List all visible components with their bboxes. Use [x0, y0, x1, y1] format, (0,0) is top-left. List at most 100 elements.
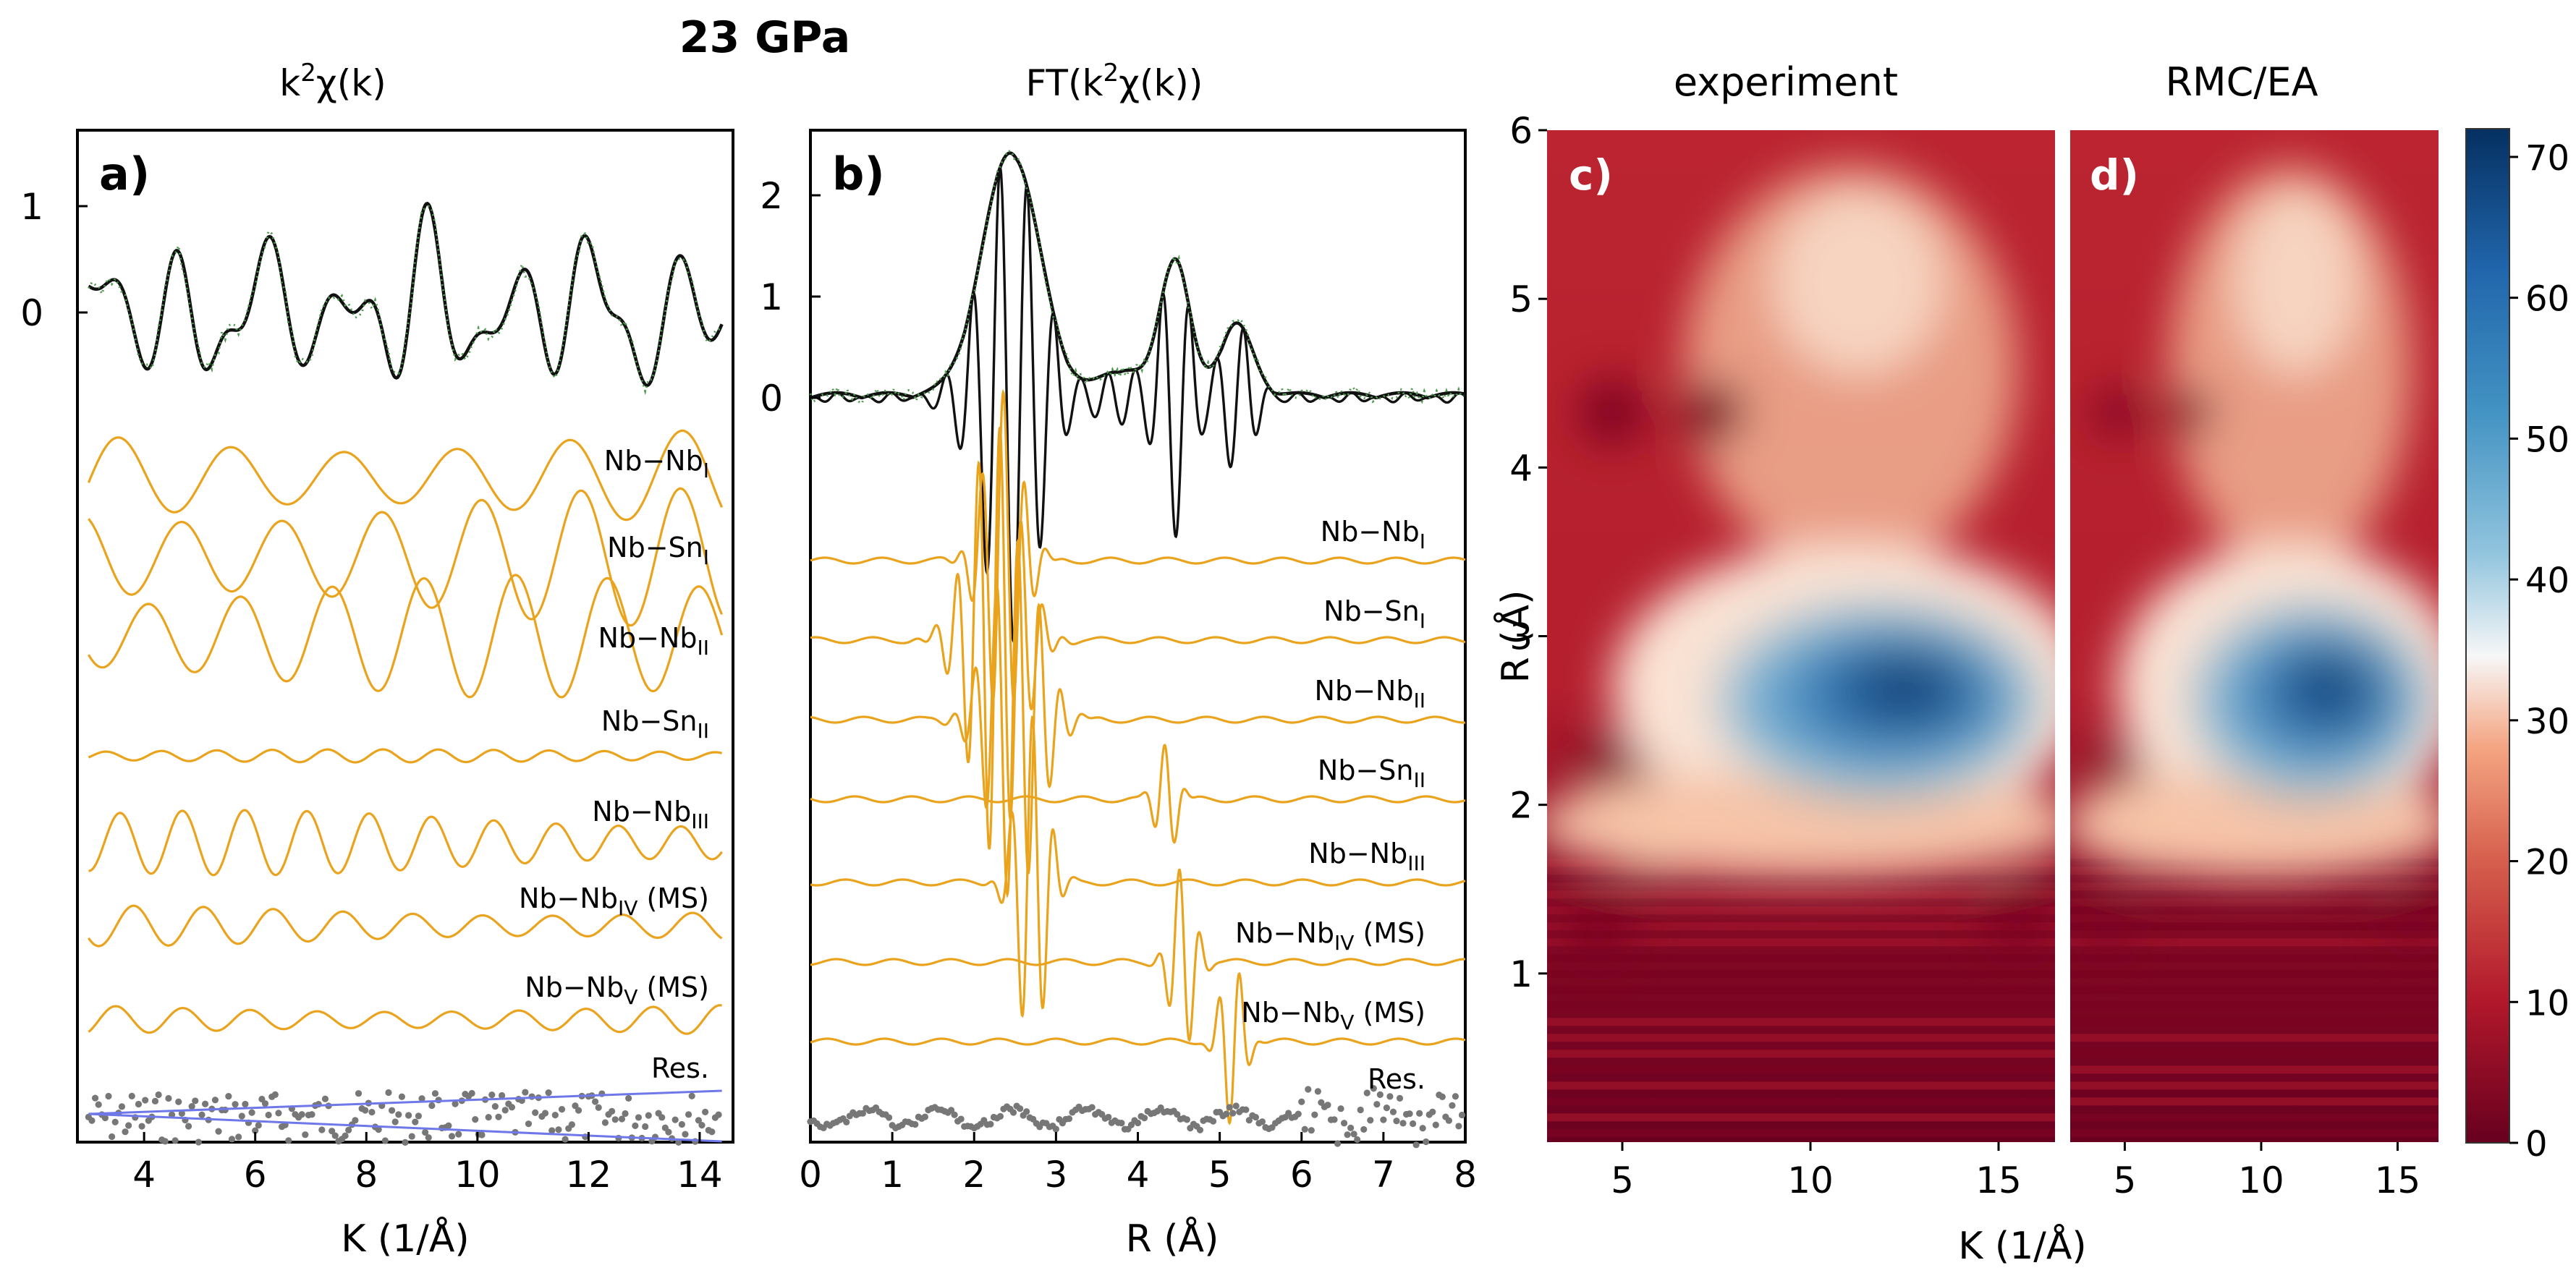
panel-a-residual-point: [452, 1100, 459, 1107]
panel-b-residual-point: [1331, 1116, 1338, 1123]
panel-a-residual-bound: [88, 1112, 722, 1143]
panel-b-residual-point: [1305, 1086, 1312, 1093]
panel-c-heatmap-stripe: [1547, 890, 2055, 899]
panel-a-component-curve: [88, 748, 723, 764]
panel-a-residual-point: [522, 1089, 529, 1096]
panel-b-residual-point: [1429, 1108, 1436, 1115]
panel-d-heatmap-dark-spot: [2167, 388, 2215, 436]
panel-b-residual-point: [1118, 1120, 1125, 1127]
panel-c-heatmap-dark-spot: [1985, 886, 2050, 951]
panel-c-y-tick-label: 3: [1509, 616, 1533, 658]
panel-a-y-ticks: 10: [20, 186, 88, 334]
panel-a-residual-point: [532, 1109, 539, 1116]
panel-a-residual-point: [188, 1103, 195, 1110]
panel-a-fit-line: [88, 201, 724, 388]
panel-c-heatmap-dark-spot: [1681, 380, 1746, 445]
panel-b-residual-point: [859, 1110, 866, 1117]
panel-b-residual-point: [1354, 1136, 1361, 1144]
panel-a-x-tick-label: 14: [677, 1154, 723, 1196]
panel-b-series-labels: Nb−NbI Nb−SnI Nb−NbII Nb−SnII Nb−NbIII Nb−NbI…: [1235, 516, 1425, 1034]
panel-b-title: FT(k2χ(k)): [1026, 59, 1203, 104]
panel-d-heatmap-stripe: [2070, 1065, 2439, 1074]
panel-c-heatmap-stripe: [1547, 922, 2055, 931]
panel-b-residual-point: [1017, 1105, 1024, 1112]
panel-b-residual-point: [1367, 1117, 1374, 1124]
panel-d-heatmap-stripe: [2070, 1097, 2439, 1106]
panel-a-residual-point: [331, 1132, 339, 1139]
panel-b-residual-point: [1419, 1125, 1426, 1132]
panel-b-residual-point: [1009, 1109, 1017, 1116]
panel-a-residual-point: [682, 1131, 689, 1138]
panel-b-residual-point: [1452, 1093, 1459, 1100]
panel-d-heatmap-stripe: [2070, 890, 2439, 899]
panel-c-heatmap-blue-core: [1847, 655, 1963, 720]
panel-c-heatmap-stripe: [1547, 986, 2055, 995]
panel-a-residual-point: [211, 1097, 219, 1104]
panel-b-residual-point: [1423, 1138, 1430, 1146]
panel-a-residual-point: [91, 1094, 99, 1102]
panel-b-residual-point: [1386, 1093, 1394, 1100]
panel-c-heatmap: [1547, 130, 2055, 1142]
panel-a-residual-point: [625, 1094, 632, 1102]
panel-a-residual-point: [355, 1090, 363, 1097]
panel-c-x-tick-label: 10: [1787, 1159, 1834, 1201]
panel-d-x-ticks: 5 10 15: [2114, 1142, 2420, 1201]
panel-a-residual-point: [665, 1128, 672, 1136]
panel-d-heatmap-stripe: [2070, 1050, 2439, 1058]
panel-b-residual-point: [912, 1120, 919, 1128]
panel-c-ylabel: R (Å): [1493, 590, 1538, 684]
panel-a-residual-point: [109, 1133, 116, 1141]
panel-b-series-label: Nb−NbV (MS): [1241, 997, 1425, 1034]
panel-d-heatmap-stripe: [2070, 906, 2439, 915]
panel-a-residual-point: [308, 1111, 315, 1118]
panel-a-residual-point: [95, 1101, 102, 1108]
panel-a-residual-point: [468, 1089, 475, 1097]
panel-b-residual-point: [1383, 1104, 1390, 1112]
panel-a-x-tick-label: 4: [132, 1154, 156, 1196]
panel-a-residual-point: [472, 1115, 479, 1123]
panel-a-residual-point: [135, 1100, 143, 1108]
panel-a-residual-point: [388, 1107, 396, 1114]
panel-a-residual-point: [645, 1112, 652, 1119]
panel-a-x-tick-label: 10: [454, 1154, 501, 1196]
panel-a-residual-point: [658, 1114, 666, 1121]
panel-b-data-points: [809, 150, 1464, 405]
panel-b-magnitude-line: [810, 151, 1466, 400]
panel-c-y-tick-label: 2: [1509, 785, 1533, 827]
panel-d-heatmap-dark-spot: [2387, 895, 2435, 942]
panel-c-heatmap-stripe: [1547, 1018, 2055, 1026]
panel-b-residual-point: [1052, 1125, 1059, 1133]
panel-a-residual-point: [695, 1117, 702, 1124]
panel-b-residual-point: [1337, 1105, 1344, 1112]
panel-a-residual-point: [688, 1092, 695, 1099]
panel-d-heatmap-dark-spot: [2083, 906, 2131, 953]
panel-b-residual-point: [1209, 1118, 1217, 1125]
panel-c-heatmap-stripe: [1547, 1002, 2055, 1010]
panel-c-y-tick-label: 4: [1509, 447, 1533, 489]
panel-b-x-tick-label: 8: [1454, 1154, 1477, 1196]
panel-b-y-tick-label: 0: [760, 378, 783, 420]
panel-a-residual-point: [118, 1103, 126, 1110]
panel-b-x-tick-label: 3: [1044, 1154, 1067, 1196]
panel-a-series-label: Nb−NbIV (MS): [519, 882, 709, 920]
panel-b-residual-point: [1308, 1127, 1315, 1134]
panel-a-residual-point: [415, 1112, 423, 1120]
panel-a-residual-point: [448, 1133, 456, 1140]
panel-a-residual-point: [541, 1110, 549, 1117]
panel-b: FT(k2χ(k)) b) Nb−NbI Nb−SnI Nb−NbII Nb−SnII…: [760, 59, 1477, 1261]
panel-d-heatmap: [2070, 130, 2439, 1142]
panel-a-residual-point: [398, 1093, 405, 1100]
panel-d-heatmap-stripe: [2070, 1081, 2439, 1090]
panel-a-residual-point: [128, 1092, 135, 1099]
panel-b-residual-point: [1360, 1125, 1368, 1133]
panel-a-residual-point: [318, 1126, 326, 1133]
panel-b-series-label: Nb−NbIII: [1308, 838, 1425, 875]
panel-c-y-tick-label: 6: [1509, 110, 1533, 152]
panel-b-residual-point: [1134, 1119, 1142, 1127]
panel-b-residual-point: [1376, 1091, 1384, 1098]
panel-a-series-label: Nb−NbV (MS): [525, 971, 709, 1009]
panel-a-residual-bound: [88, 1089, 722, 1115]
panel-b-residual-point: [1410, 1120, 1417, 1128]
panel-a-residual-point: [548, 1127, 556, 1134]
